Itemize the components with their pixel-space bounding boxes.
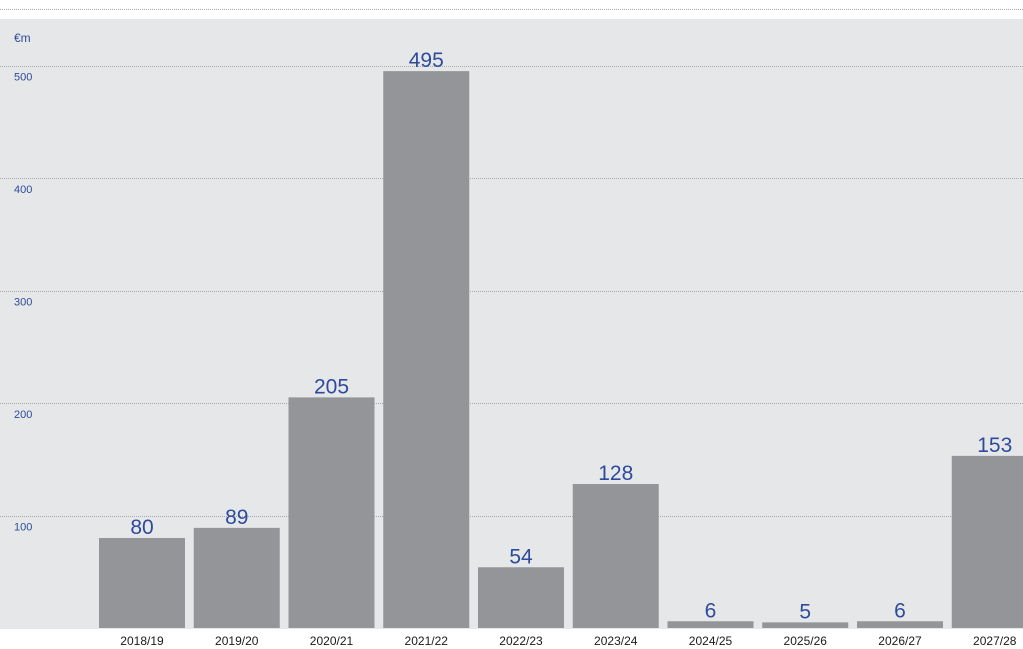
category-label: 2024/25	[689, 634, 733, 648]
y-tick-label: 300	[14, 297, 32, 309]
value-label: 89	[225, 506, 248, 529]
y-tick-label: 400	[14, 184, 32, 196]
value-label: 153	[977, 434, 1012, 457]
x-axis-category-labels: 2018/19 2019/20 2020/21 2021/22 2022/23 2023/…	[120, 634, 1016, 648]
value-label: 495	[409, 49, 444, 72]
value-label: 80	[130, 516, 153, 539]
y-tick-label: 200	[14, 409, 32, 421]
category-label: 2021/22	[405, 634, 449, 648]
bar-2021/22	[383, 71, 470, 628]
category-label: 2019/20	[215, 634, 259, 648]
bar-2024/25	[667, 621, 754, 628]
value-label: 205	[314, 375, 349, 398]
value-label: 6	[705, 599, 717, 622]
category-label: 2027/28	[973, 634, 1017, 648]
gridlines	[0, 66, 1023, 517]
y-axis-tick-labels: 100 200 300 400 500	[14, 72, 32, 534]
value-label: 5	[799, 600, 811, 623]
bar-2027/28	[951, 455, 1023, 628]
value-labels: 80 89 205 495 54 128 6 5 6 153	[130, 49, 1012, 623]
bar-2018/19	[99, 538, 185, 628]
bar-2025/26	[762, 622, 849, 628]
value-label: 6	[894, 599, 906, 622]
category-label: 2020/21	[310, 634, 354, 648]
y-tick-label: 500	[14, 72, 32, 84]
y-tick-label: 100	[14, 522, 32, 534]
bars	[99, 71, 1023, 628]
bar-2019/20	[193, 527, 280, 628]
value-label: 128	[598, 462, 633, 485]
category-label: 2018/19	[120, 634, 164, 648]
plot-background	[0, 19, 1023, 629]
category-label: 2022/23	[499, 634, 543, 648]
category-label: 2025/26	[784, 634, 828, 648]
y-axis-unit-label: €m	[14, 31, 31, 45]
category-label: 2023/24	[594, 634, 638, 648]
value-label: 54	[509, 545, 533, 568]
bar-2023/24	[572, 484, 659, 628]
category-label: 2026/27	[878, 634, 922, 648]
bar-2020/21	[288, 397, 375, 628]
bar-2026/27	[857, 621, 943, 628]
bar-2022/23	[478, 567, 564, 628]
